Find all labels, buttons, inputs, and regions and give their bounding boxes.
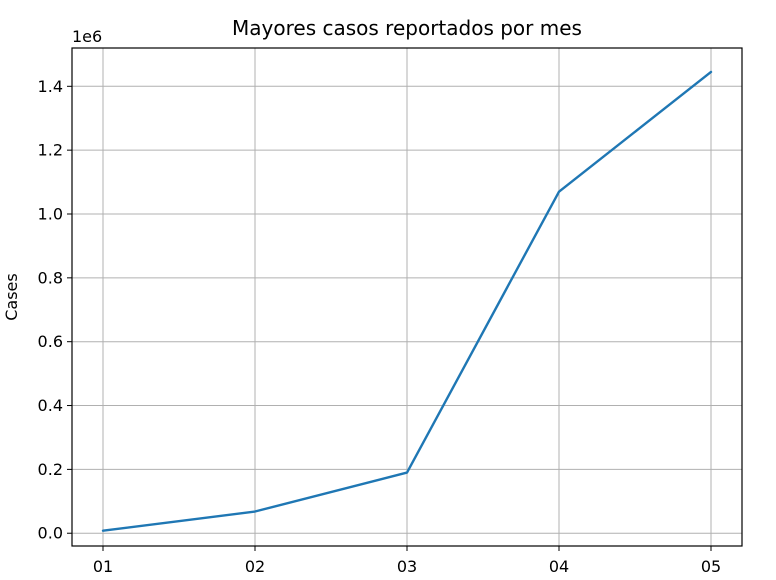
x-tick-label-0: 01 — [93, 557, 113, 576]
y-tick-label-7: 1.4 — [38, 77, 63, 96]
series-layer — [101, 70, 713, 532]
y-tick-label-1: 0.2 — [38, 460, 63, 479]
x-tick-label-2: 03 — [397, 557, 417, 576]
chart-title: Mayores casos reportados por mes — [232, 16, 582, 40]
y-tick-label-0: 0.0 — [38, 524, 63, 543]
x-tick-label-1: 02 — [245, 557, 265, 576]
x-tick-label-4: 05 — [701, 557, 721, 576]
tick-layer: 0.0 0.2 0.4 0.6 0.8 1.0 1.2 1.4 01 02 03 04 05 — [38, 77, 722, 576]
y-offset-label: 1e6 — [72, 27, 102, 46]
grid-lines — [72, 48, 742, 546]
y-tick-label-5: 1.0 — [38, 205, 63, 224]
y-tick-label-4: 0.8 — [38, 268, 63, 287]
y-tick-label-2: 0.4 — [38, 396, 63, 415]
y-tick-label-3: 0.6 — [38, 332, 63, 351]
y-tick-label-6: 1.2 — [38, 141, 63, 160]
x-tick-label-3: 04 — [549, 557, 569, 576]
y-axis-label: Cases — [2, 273, 21, 321]
